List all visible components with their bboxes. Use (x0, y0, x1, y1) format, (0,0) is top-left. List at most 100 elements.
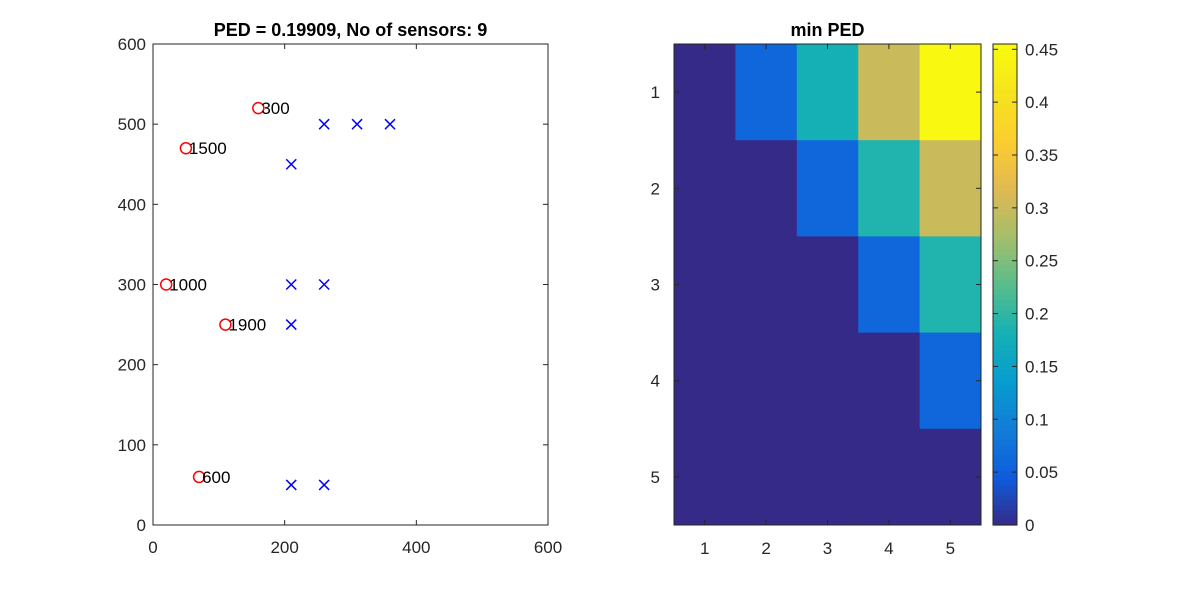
colorbar-segment (993, 399, 1017, 406)
colorbar-segment (993, 164, 1017, 170)
colorbar-segment (993, 514, 1017, 521)
x-tick-label: 200 (270, 538, 298, 557)
colorbar-segment (993, 134, 1017, 140)
colorbar-segment (993, 299, 1017, 306)
x-marker (285, 479, 297, 491)
colorbar-segment (993, 489, 1017, 496)
point-label: 1500 (189, 139, 227, 158)
point-label: 1000 (169, 276, 207, 295)
colorbar-segment (993, 504, 1017, 511)
colorbar-tick-label: 0.1 (1025, 410, 1049, 429)
colorbar-segment (993, 494, 1017, 501)
colorbar-segment (993, 479, 1017, 486)
colorbar-segment (993, 519, 1017, 526)
colorbar-segment (993, 384, 1017, 391)
colorbar-segment (993, 419, 1017, 426)
colorbar-segment (993, 354, 1017, 361)
colorbar-segment (993, 259, 1017, 266)
heatmap-cell (858, 44, 921, 141)
colorbar-segment (993, 44, 1017, 50)
colorbar-segment (993, 74, 1017, 80)
colorbar-segment (993, 159, 1017, 165)
colorbar-segment (993, 509, 1017, 516)
colorbar-segment (993, 169, 1017, 175)
colorbar-segment (993, 154, 1017, 160)
y-tick-label: 100 (118, 436, 146, 455)
circle-marker (179, 141, 193, 155)
colorbar-segment (993, 214, 1017, 220)
x-tick-label: 600 (534, 538, 562, 557)
x-marker (285, 278, 297, 291)
colorbar-segment (993, 394, 1017, 401)
colorbar-tick-label: 0.15 (1025, 357, 1058, 376)
heatmap-cell (858, 236, 921, 334)
colorbar-segment (993, 314, 1017, 321)
colorbar-segment (993, 369, 1017, 376)
x-marker (285, 158, 297, 170)
colorbar-segment (993, 459, 1017, 466)
colorbar-segment (993, 64, 1017, 70)
colorbar-segment (993, 249, 1017, 256)
colorbar-tick-label: 0 (1025, 516, 1034, 535)
colorbar-segment (993, 109, 1017, 115)
circle-marker (219, 318, 232, 331)
colorbar-segment (993, 309, 1017, 316)
x-marker (318, 479, 330, 491)
heatmap-cell (796, 140, 859, 237)
colorbar-segment (993, 79, 1017, 85)
scatter-plot: 0 200 400 600 0 100 200 300 400 500 600 PED = 0.199… (118, 20, 563, 557)
point-label: 1900 (228, 316, 266, 335)
colorbar-segment (993, 124, 1017, 130)
colorbar-segment (993, 484, 1017, 491)
colorbar-tick-label: 0.2 (1025, 305, 1049, 324)
heatmap-cell (674, 332, 736, 430)
heatmap-cell (674, 428, 736, 526)
colorbar-segment (993, 499, 1017, 506)
heatmap-y-tick-label: 2 (651, 179, 660, 198)
x-marker (285, 319, 297, 331)
colorbar-segment (993, 294, 1017, 301)
colorbar-segment (993, 189, 1017, 195)
colorbar-segment (993, 179, 1017, 185)
heatmap-y-tick-label: 5 (651, 468, 660, 487)
colorbar-segment (993, 49, 1017, 55)
colorbar-segment (993, 449, 1017, 456)
x-tick-label: 400 (402, 538, 430, 557)
colorbar-tick-label: 0.4 (1025, 93, 1049, 112)
heatmap-cell (735, 332, 798, 430)
colorbar-segment (993, 454, 1017, 461)
colorbar-segment (993, 244, 1017, 251)
colorbar-segment (993, 339, 1017, 346)
colorbar-tick-label: 0.3 (1025, 199, 1049, 218)
heatmap-cell (796, 332, 859, 430)
y-tick-label: 200 (118, 356, 146, 375)
y-tick-label: 300 (118, 276, 146, 295)
colorbar-segment (993, 429, 1017, 436)
colorbar-segment (993, 229, 1017, 235)
y-tick-label: 500 (118, 115, 146, 134)
x-marker (318, 118, 330, 130)
colorbar-segment (993, 129, 1017, 135)
colorbar-segment (993, 439, 1017, 446)
heatmap-x-tick-label: 5 (946, 539, 955, 558)
colorbar-segment (993, 199, 1017, 205)
colorbar-segment (993, 409, 1017, 416)
colorbar-segment (993, 264, 1017, 271)
colorbar-segment (993, 99, 1017, 105)
colorbar-segment (993, 149, 1017, 155)
circle-marker (192, 470, 206, 484)
point-label: 300 (261, 99, 289, 118)
heatmap-y-tick-label: 4 (651, 372, 660, 391)
heatmap-cell (919, 236, 982, 334)
colorbar-segment (993, 424, 1017, 431)
colorbar-segment (993, 344, 1017, 351)
colorbar-segment (993, 104, 1017, 110)
heatmap-cell (858, 428, 921, 526)
colorbar-segment (993, 224, 1017, 230)
colorbar-segment (993, 329, 1017, 336)
colorbar-segment (993, 144, 1017, 150)
colorbar-segment (993, 434, 1017, 441)
colorbar-segment (993, 204, 1017, 210)
scatter-axes-box (152, 43, 549, 526)
